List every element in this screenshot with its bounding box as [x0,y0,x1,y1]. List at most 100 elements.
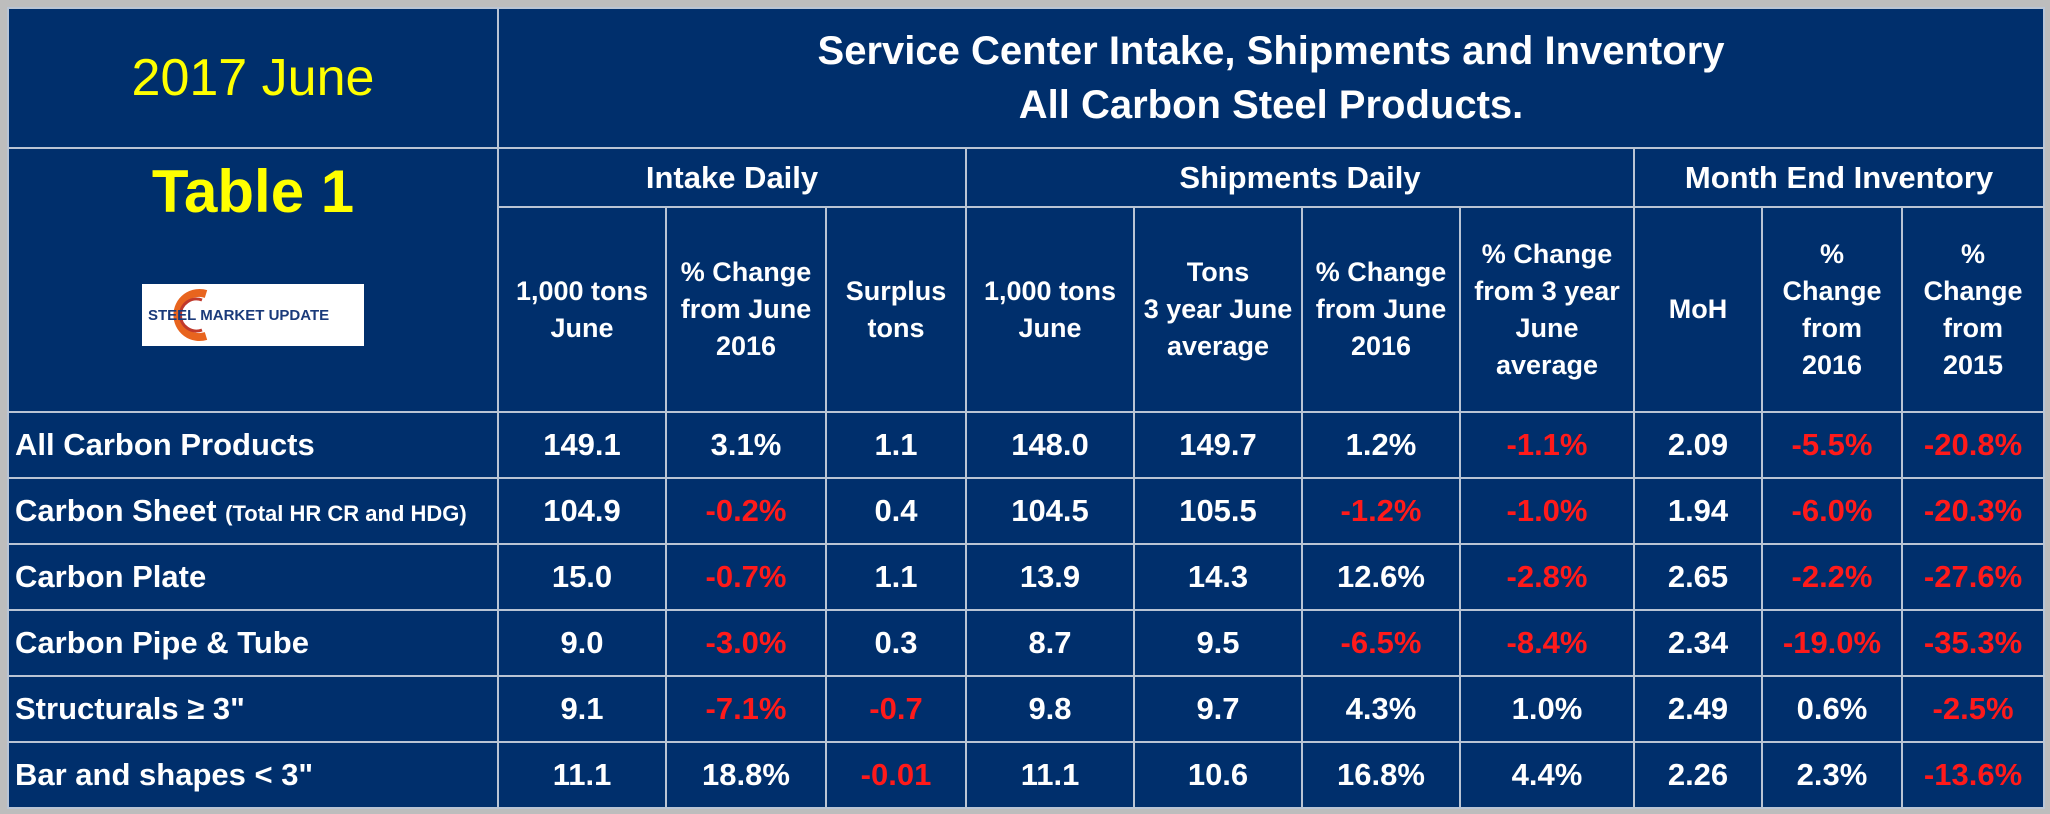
table-cell: -1.2% [1301,477,1461,545]
page-title: Service Center Intake, Shipments and Inv… [496,7,2046,149]
column-header-line: June [550,312,614,343]
table-cell: -2.5% [1900,675,2046,743]
column-header: % Change from 3 year June average [1459,206,1635,413]
column-header-line: 1,000 tons [983,275,1117,306]
table-cell: -0.7% [665,543,827,611]
column-header: % Change from June 2016 [665,206,827,413]
column-header-line: from 3 year [1474,275,1620,306]
row-label-text: All Carbon Products [15,427,315,462]
steel-market-update-logo: STEEL MARKET UPDATE [142,284,364,346]
row-label: Carbon Plate [7,543,499,611]
table-cell: 10.6 [1133,741,1303,809]
column-header-line: % [1819,238,1844,269]
column-header-line: Surplus [845,275,947,306]
table-cell: 1.1 [825,543,967,611]
table-cell: -1.0% [1459,477,1635,545]
table-cell: -7.1% [665,675,827,743]
column-header-line: 3 year June [1143,294,1293,324]
column-header-line: 2016 [1350,331,1412,361]
column-header-line: Tons [1186,257,1250,287]
table-cell: 9.8 [965,675,1135,743]
table-cell: -3.0% [665,609,827,677]
table-cell: 104.5 [965,477,1135,545]
table-cell: -1.1% [1459,411,1635,479]
table-cell: 0.6% [1761,675,1903,743]
table-cell: -35.3% [1900,609,2046,677]
column-header-line: % Change [1481,238,1613,269]
column-header-line: % Change [1315,257,1447,287]
row-label: Structurals ≥ 3" [7,675,499,743]
table-cell: 2.09 [1633,411,1763,479]
table-cell: -0.01 [825,741,967,809]
title-line-1: Service Center Intake, Shipments and Inv… [817,29,1725,73]
table-cell: 1.1 [825,411,967,479]
table-cell: 2.26 [1633,741,1763,809]
column-header-line: average [1166,331,1270,361]
group-inventory: Month End Inventory [1632,147,2046,208]
table-row: Carbon Plate 15.0 -0.7% 1.1 13.9 14.3 12.6% -2.… [7,543,2046,611]
table-row: Structurals ≥ 3" 9.1 -7.1% -0.7 9.8 9.7 4.3% 1.… [7,675,2046,743]
column-header-line: 2015 [1942,349,2004,380]
table-cell: 105.5 [1133,477,1303,545]
column-header: 1,000 tons June [965,206,1135,413]
table-cell: 11.1 [497,741,667,809]
steel-summary-table: 2017 June Service Center Intake, Shipmen… [7,7,2046,809]
table-cell: 4.3% [1301,675,1461,743]
table-cell: -8.4% [1459,609,1635,677]
table-cell: 104.9 [497,477,667,545]
table-row: Carbon Pipe & Tube 9.0 -3.0% 0.3 8.7 9.5 -6.5%… [7,609,2046,677]
table-cell: 2.65 [1633,543,1763,611]
row-label: Carbon Pipe & Tube [7,609,499,677]
column-header-line: MoH [1668,294,1728,324]
logo-graphic: STEEL MARKET UPDATE [148,289,329,341]
table-cell: 149.7 [1133,411,1303,479]
row-label-text: Carbon Pipe & Tube [15,625,309,660]
group-shipments: Shipments Daily [965,147,1635,208]
column-header-line: average [1495,349,1599,380]
row-label-text: Carbon Plate [15,559,207,594]
table-cell: -0.7 [825,675,967,743]
column-header-line: Change [1782,275,1882,306]
column-header: % Change from 2016 [1761,206,1903,413]
table-cell: 1.2% [1301,411,1461,479]
table-cell: -19.0% [1761,609,1903,677]
table-cell: -27.6% [1900,543,2046,611]
table-cell: 4.4% [1459,741,1635,809]
table-cell: -20.3% [1900,477,2046,545]
column-header-line: 2016 [715,331,777,361]
table-cell: 9.7 [1133,675,1303,743]
table-cell: 148.0 [965,411,1135,479]
table-cell: 1.0% [1459,675,1635,743]
table-cell: 16.8% [1301,741,1461,809]
column-header-row: 1,000 tons June% Change from June 2016 Surpl… [8,206,2046,413]
column-header-line: tons [867,312,925,343]
report-date: 2017 June [7,7,499,149]
column-header: % Change from 2015 [1900,206,2046,413]
column-header-line: from [1943,312,2004,343]
column-header-line: 2016 [1801,349,1863,380]
column-header-line: June [1018,312,1082,343]
table-cell: 12.6% [1301,543,1461,611]
table-cell: 0.4 [825,477,967,545]
table-cell: 2.3% [1761,741,1903,809]
table-cell: -5.5% [1761,411,1903,479]
row-label: All Carbon Products [7,411,499,479]
table-cell: 9.5 [1133,609,1303,677]
table-cell: 149.1 [497,411,667,479]
table-cell: 2.34 [1633,609,1763,677]
table-cell: 13.9 [965,543,1135,611]
table-cell: 15.0 [497,543,667,611]
row-label-text: Bar and shapes < 3" [15,757,314,792]
column-header: 1,000 tons June [497,206,667,413]
column-header: % Change from June 2016 [1301,206,1461,413]
column-header-line: from June [680,294,812,324]
column-header: Surplus tons [825,206,967,413]
logo-text: STEEL MARKET UPDATE [148,307,329,324]
column-header-line: % [1961,238,1986,269]
row-label: Bar and shapes < 3" [7,741,499,809]
table-cell: -6.0% [1761,477,1903,545]
table-cell: -6.5% [1301,609,1461,677]
table-cell: -20.8% [1900,411,2046,479]
row-label-text: Structurals ≥ 3" [15,691,245,726]
table-cell: 9.0 [497,609,667,677]
